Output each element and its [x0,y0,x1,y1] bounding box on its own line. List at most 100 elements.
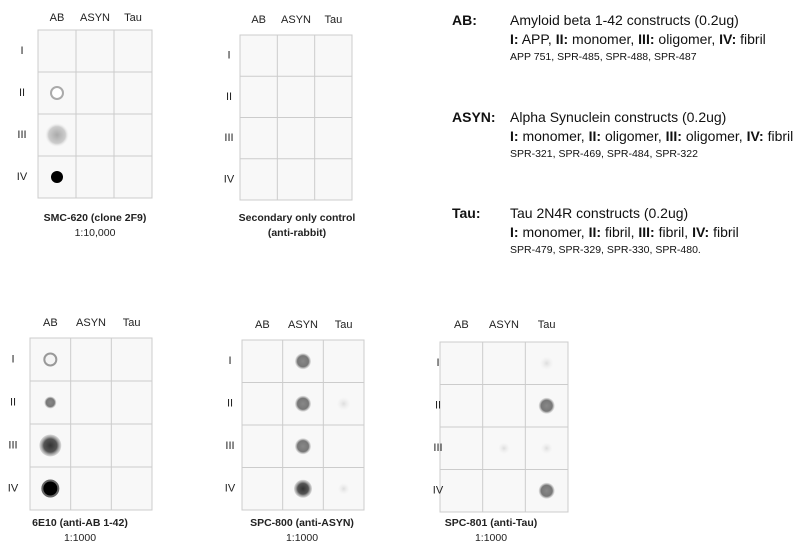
column-label: Tau [324,14,342,26]
legend-items: I: APP, II: monomer, III: oligomer, IV: … [510,31,766,47]
item-text: fibril, [605,224,635,240]
blot-caption: 6E10 (anti-AB 1-42) [32,517,128,529]
row-label: I [11,353,14,365]
row-label: III [225,440,234,452]
item-label: IV: [692,224,709,240]
row-label: I [20,45,23,57]
row-label: III [17,129,26,141]
row-label: II [435,400,441,412]
dot [541,442,553,454]
row-label: II [226,91,232,103]
blot-caption: SMC-620 (clone 2F9) [44,212,147,224]
dot [338,483,350,495]
blot-dilution: 1:1000 [286,532,318,543]
column-label: Tau [538,319,556,331]
row-label: III [224,132,233,144]
row-label: IV [433,485,444,497]
dot [51,171,63,183]
blot-caption: SPC-801 (anti-Tau) [445,517,538,529]
figure: ABASYNTauIIIIIIIVSMC-620 (clone 2F9)1:10… [0,0,804,543]
column-label: ASYN [80,12,110,24]
column-label: ASYN [288,319,318,331]
row-label: IV [225,483,236,495]
item-label: II: [556,31,568,47]
column-label: AB [454,319,469,331]
dot [39,435,61,457]
column-label: Tau [124,12,142,24]
legend-key: AB: [452,12,477,28]
dot [44,397,56,409]
dot [294,480,312,498]
row-label: IV [17,171,28,183]
legend-codes: SPR-479, SPR-329, SPR-330, SPR-480. [510,244,701,256]
dot [539,398,555,414]
blot-caption: Secondary only control [239,212,356,224]
column-label: AB [43,317,58,329]
legend-codes: SPR-321, SPR-469, SPR-484, SPR-322 [510,148,698,160]
row-label: II [19,87,25,99]
blot-dilution: 1:1000 [64,532,96,543]
item-label: III: [638,224,654,240]
legend-key: ASYN: [452,109,496,125]
item-text: monomer, [522,224,584,240]
column-label: ASYN [76,317,106,329]
item-label: I: [510,128,519,144]
row-label: I [228,355,231,367]
dot [295,396,311,412]
blot-dilution: 1:10,000 [75,227,116,239]
item-text: oligomer, [605,128,662,144]
blot-caption: SPC-800 (anti-ASYN) [250,517,354,529]
item-text: APP, [522,31,552,47]
row-label: II [10,396,16,408]
dot [540,356,554,370]
item-text: fibril [713,224,739,240]
row-label: I [227,50,230,62]
legend-title: Alpha Synuclein constructs (0.2ug) [510,109,726,125]
column-label: Tau [335,319,353,331]
dot [498,442,510,454]
item-text: fibril [740,31,766,47]
row-label: II [227,398,233,410]
legend-title: Amyloid beta 1-42 constructs (0.2ug) [510,12,739,28]
item-label: IV: [719,31,736,47]
column-label: Tau [123,317,141,329]
column-label: AB [251,14,266,26]
item-label: II: [589,224,601,240]
blot-dilution: 1:1000 [475,532,507,543]
item-label: IV: [747,128,764,144]
dot [539,483,555,499]
row-label: III [8,439,17,451]
column-label: AB [255,319,270,331]
column-label: ASYN [281,14,311,26]
dot [295,438,311,454]
column-label: AB [50,12,65,24]
item-text: fibril [768,128,794,144]
item-text: monomer, [572,31,634,47]
item-label: I: [510,31,519,47]
item-text: oligomer, [686,128,743,144]
item-label: III: [638,31,654,47]
item-label: III: [666,128,682,144]
legend-items: I: monomer, II: fibril, III: fibril, IV:… [510,224,739,240]
row-label: IV [224,173,235,185]
item-label: I: [510,224,519,240]
item-text: oligomer, [658,31,715,47]
item-text: monomer, [522,128,584,144]
dot [42,481,58,497]
item-label: II: [589,128,601,144]
legend-items: I: monomer, II: oligomer, III: oligomer,… [510,128,793,144]
column-label: ASYN [489,319,519,331]
dot [337,397,351,411]
item-text: fibril, [659,224,689,240]
legend-key: Tau: [452,205,481,221]
dot [44,354,56,366]
blot-dilution: (anti-rabbit) [268,227,326,239]
legend-title: Tau 2N4R constructs (0.2ug) [510,205,688,221]
row-label: III [433,442,442,454]
blots: ABASYNTauIIIIIIIVSMC-620 (clone 2F9)1:10… [0,0,804,543]
